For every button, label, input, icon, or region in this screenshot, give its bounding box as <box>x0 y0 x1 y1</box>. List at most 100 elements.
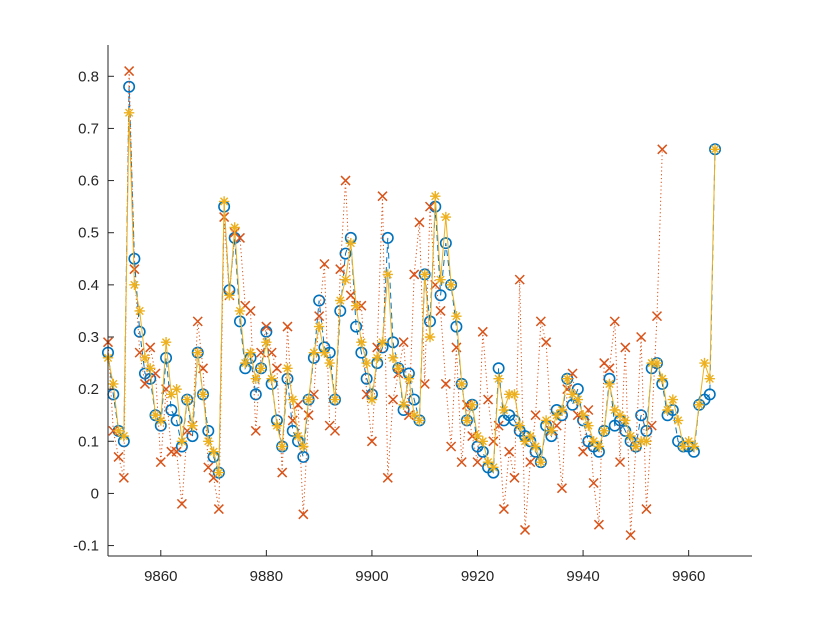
data-point <box>250 425 261 436</box>
data-point <box>340 274 351 285</box>
data-point <box>123 107 135 118</box>
data-point <box>408 393 421 406</box>
data-point <box>509 472 520 483</box>
data-point <box>266 373 277 384</box>
data-point <box>525 457 536 468</box>
data-point <box>160 337 172 348</box>
data-point <box>134 305 145 317</box>
data-point <box>377 337 388 348</box>
data-point <box>165 403 178 416</box>
data-point <box>619 424 632 437</box>
data-point <box>208 446 219 457</box>
data-point <box>108 378 119 390</box>
data-point <box>646 420 657 431</box>
data-point <box>667 394 679 405</box>
data-point <box>403 373 415 384</box>
data-point <box>641 504 652 515</box>
data-point <box>657 144 668 155</box>
data-point <box>335 295 346 306</box>
data-point <box>377 191 388 202</box>
data-point <box>699 357 710 369</box>
data-point <box>519 436 531 447</box>
data-point <box>604 363 615 374</box>
data-point <box>409 269 420 280</box>
y-tick-label: 0.1 <box>78 433 99 450</box>
data-point <box>366 394 378 405</box>
data-point <box>166 389 177 400</box>
data-point <box>292 430 304 442</box>
data-point <box>345 237 357 249</box>
data-point <box>197 389 209 400</box>
data-point <box>498 404 510 416</box>
data-point <box>678 441 689 452</box>
data-point <box>493 373 504 384</box>
data-point <box>498 504 509 515</box>
data-point <box>641 436 652 447</box>
data-point <box>276 441 288 452</box>
data-point <box>482 456 494 468</box>
data-point <box>319 258 330 270</box>
data-point <box>467 399 478 410</box>
data-point <box>588 477 599 489</box>
x-tick-label: 9960 <box>672 568 705 585</box>
data-point <box>181 394 193 405</box>
data-point <box>319 347 330 358</box>
data-point <box>298 509 309 520</box>
data-point <box>419 378 430 389</box>
data-point <box>530 441 541 452</box>
data-point <box>382 269 393 280</box>
data-point <box>625 430 636 442</box>
data-point <box>308 347 320 358</box>
data-point <box>535 456 547 468</box>
data-point <box>203 462 214 473</box>
data-point <box>133 325 146 338</box>
data-point <box>155 415 166 426</box>
x-tick-label: 9880 <box>250 568 283 585</box>
data-point <box>635 436 647 447</box>
data-point <box>282 363 293 374</box>
data-point <box>662 404 673 416</box>
data-point <box>646 357 657 369</box>
data-point <box>314 311 325 322</box>
data-point <box>360 372 373 385</box>
series-3 <box>102 107 721 478</box>
data-point <box>361 357 372 369</box>
data-point <box>187 420 198 431</box>
data-point <box>578 446 589 457</box>
data-point <box>583 420 594 431</box>
y-tick-label: -0.1 <box>73 538 99 555</box>
data-point <box>683 436 694 447</box>
data-point <box>160 351 173 364</box>
data-point <box>271 420 283 431</box>
data-point <box>249 388 262 401</box>
data-point <box>234 305 246 317</box>
data-point <box>556 404 568 416</box>
data-point <box>472 430 483 442</box>
data-point <box>113 451 124 462</box>
data-point <box>313 321 325 332</box>
data-point <box>514 420 525 431</box>
data-point <box>382 472 393 483</box>
data-point <box>445 279 457 291</box>
series-2-line <box>107 71 663 536</box>
data-point <box>424 331 436 343</box>
data-point <box>329 394 341 405</box>
data-point <box>635 409 648 422</box>
data-point <box>287 394 298 405</box>
x-tick-label: 9920 <box>461 568 494 585</box>
data-point <box>519 524 531 535</box>
data-point <box>604 378 615 390</box>
data-point <box>588 436 599 447</box>
y-tick-label: 0.6 <box>78 173 99 190</box>
data-point <box>630 441 642 452</box>
data-point <box>535 316 546 327</box>
data-point <box>340 175 351 186</box>
data-point <box>477 326 488 337</box>
x-tick-label: 9900 <box>355 568 388 585</box>
data-point <box>277 467 288 478</box>
data-point <box>567 389 578 400</box>
data-point <box>286 424 299 437</box>
data-point <box>218 196 230 207</box>
data-point <box>350 300 362 311</box>
axes: -0.1 0 0.1 0.2 0.3 0.4 0.5 0.6 0.7 0.8 9860 9880 990… <box>73 45 752 585</box>
